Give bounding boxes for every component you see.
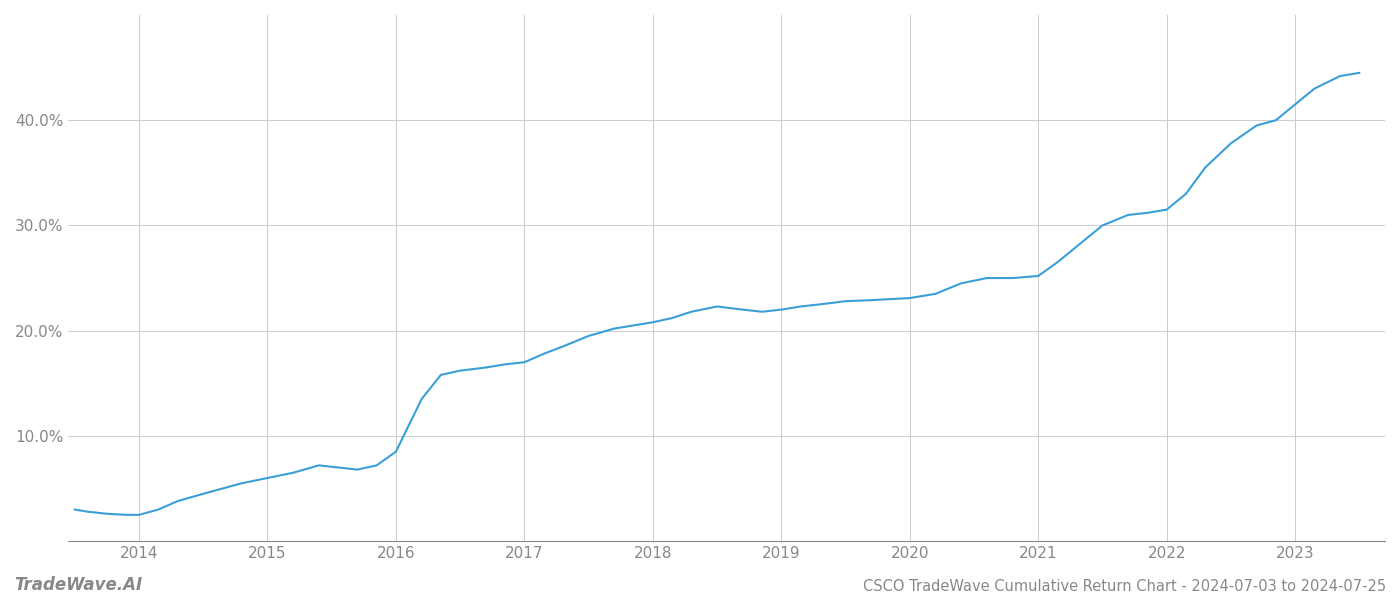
Text: CSCO TradeWave Cumulative Return Chart - 2024-07-03 to 2024-07-25: CSCO TradeWave Cumulative Return Chart -… [862, 579, 1386, 594]
Text: TradeWave.AI: TradeWave.AI [14, 576, 143, 594]
